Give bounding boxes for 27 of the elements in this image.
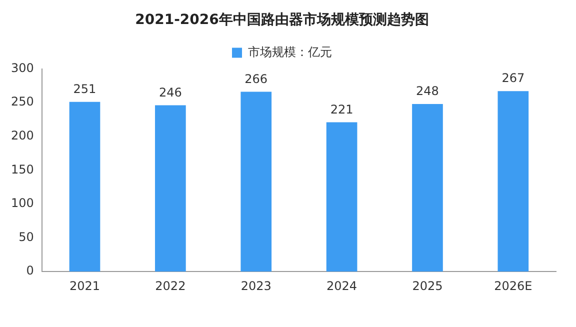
data-label: 248 xyxy=(416,84,439,98)
y-tick-label: 200 xyxy=(11,128,34,143)
data-label: 267 xyxy=(502,71,525,86)
y-tick-label: 100 xyxy=(11,196,34,210)
data-label: 246 xyxy=(158,85,182,100)
bar xyxy=(69,102,100,272)
data-label: 221 xyxy=(330,102,354,116)
x-tick-label: 2022 xyxy=(155,278,186,293)
bar xyxy=(240,92,272,272)
legend-label: 市场规模：亿元 xyxy=(248,44,332,59)
y-tick-label: 250 xyxy=(11,94,34,109)
x-tick-label: 2024 xyxy=(326,278,358,293)
x-tick-label: 2023 xyxy=(240,278,272,293)
chart-title: 2021-2026年中国路由器市场规模预测趋势图 xyxy=(135,11,429,28)
bar xyxy=(412,104,443,272)
x-tick-label: 2025 xyxy=(412,278,443,293)
y-tick-label: 150 xyxy=(11,162,34,176)
x-tick-label: 2021 xyxy=(69,278,100,293)
y-tick-label: 50 xyxy=(18,230,34,244)
data-label: 266 xyxy=(244,72,268,86)
y-tick-label: 0 xyxy=(26,264,34,278)
bar xyxy=(498,91,529,272)
bar xyxy=(326,122,358,272)
y-tick-label: 300 xyxy=(11,60,34,75)
bar xyxy=(155,105,186,272)
data-label: 251 xyxy=(73,82,96,96)
x-tick-label: 2026E xyxy=(494,278,532,293)
